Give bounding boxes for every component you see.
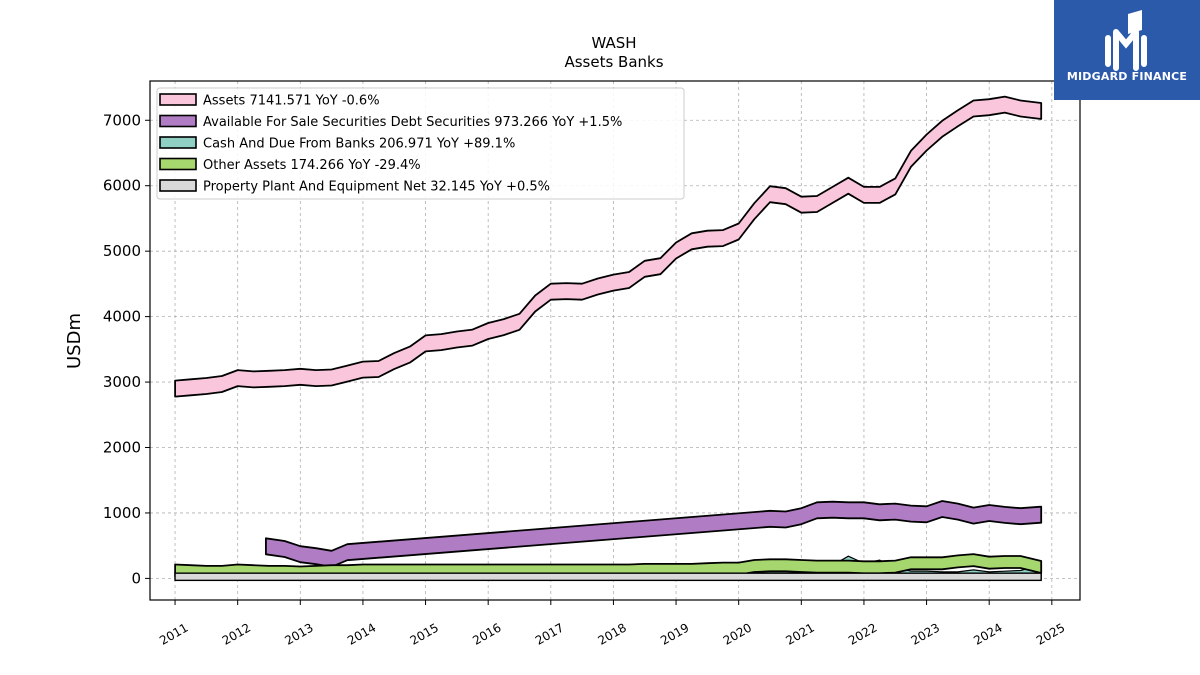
y-tick-label: 1000 — [103, 504, 141, 522]
x-tick-label: 2019 — [658, 620, 691, 647]
x-tick-label: 2021 — [783, 620, 816, 647]
legend-swatch — [159, 179, 197, 192]
x-tick-label: 2020 — [721, 620, 754, 647]
brand-name: MIDGARD FINANCE — [1066, 70, 1188, 83]
x-tick-label: 2017 — [533, 620, 566, 647]
y-tick-label: 7000 — [103, 111, 141, 129]
chart-subtitle: Assets Banks — [564, 53, 663, 71]
y-tick-label: 4000 — [103, 308, 141, 326]
x-tick-label: 2012 — [220, 620, 253, 647]
x-tick-label: 2014 — [345, 620, 378, 647]
legend-swatch — [159, 136, 197, 149]
x-tick-label: 2011 — [157, 620, 190, 647]
x-tick-label: 2015 — [408, 620, 441, 647]
x-tick-label: 2013 — [282, 620, 315, 647]
legend-entry: Property Plant And Equipment Net 32.145 … — [203, 180, 550, 195]
x-tick-label: 2016 — [470, 620, 503, 647]
x-tick-label: 2023 — [909, 620, 942, 647]
legend-entry: Other Assets 174.266 YoY -29.4% — [203, 158, 421, 173]
y-tick-label: 0 — [131, 569, 141, 587]
legend-entry: Assets 7141.571 YoY -0.6% — [203, 94, 380, 109]
x-tick-label: 2022 — [846, 620, 879, 647]
y-axis-label: USDm — [64, 313, 85, 369]
y-tick-label: 3000 — [103, 373, 141, 391]
legend-frame — [156, 87, 685, 200]
y-tick-label: 6000 — [103, 177, 141, 195]
brand-logo: MIDGARD FINANCE — [1054, 0, 1200, 100]
legend-swatch — [159, 157, 197, 171]
legend-swatch — [159, 114, 197, 128]
x-tick-label: 2025 — [1034, 620, 1067, 647]
series-afs-band — [265, 500, 1043, 568]
legend: Assets 7141.571 YoY -0.6% Available For S… — [156, 87, 685, 200]
midgard-logo-icon — [1105, 10, 1147, 71]
series-assets-band — [174, 95, 1043, 398]
series-ppe-band — [174, 572, 1042, 582]
chart-title: WASH — [591, 34, 636, 52]
legend-swatch — [159, 93, 197, 106]
legend-entry: Cash And Due From Banks 206.971 YoY +89.… — [203, 137, 515, 152]
y-tick-label: 5000 — [103, 242, 141, 260]
x-tick-label: 2018 — [595, 620, 628, 647]
plot-frame — [149, 80, 1081, 601]
legend-entry: Available For Sale Securities Debt Secur… — [203, 115, 622, 130]
y-tick-label: 2000 — [103, 439, 141, 457]
series-layer — [174, 95, 1043, 582]
x-tick-label: 2024 — [971, 620, 1004, 647]
